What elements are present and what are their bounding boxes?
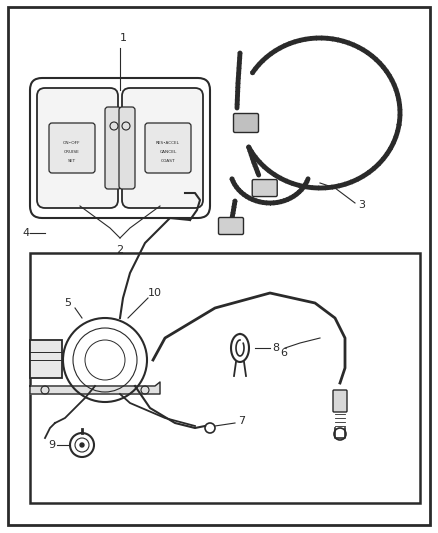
Text: 8: 8: [272, 343, 279, 353]
FancyBboxPatch shape: [122, 88, 203, 208]
Text: 10: 10: [148, 288, 162, 298]
Text: 7: 7: [238, 416, 245, 426]
FancyBboxPatch shape: [49, 123, 95, 173]
FancyBboxPatch shape: [30, 253, 420, 503]
FancyBboxPatch shape: [105, 107, 121, 189]
Text: CRUISE: CRUISE: [64, 150, 80, 154]
FancyBboxPatch shape: [333, 390, 347, 412]
Text: 3: 3: [358, 200, 365, 210]
Polygon shape: [30, 382, 160, 394]
Text: RES•ACCEL: RES•ACCEL: [156, 141, 180, 145]
Text: 9: 9: [48, 440, 55, 450]
Text: 6: 6: [280, 348, 287, 358]
Text: ON•OFF: ON•OFF: [63, 141, 81, 145]
Text: SET: SET: [68, 159, 76, 163]
FancyBboxPatch shape: [119, 107, 135, 189]
FancyBboxPatch shape: [30, 340, 62, 378]
FancyBboxPatch shape: [37, 88, 118, 208]
FancyBboxPatch shape: [252, 180, 277, 197]
Text: 1: 1: [120, 33, 127, 43]
Circle shape: [80, 443, 84, 447]
Text: 2: 2: [117, 245, 124, 255]
Text: COAST: COAST: [161, 159, 175, 163]
FancyBboxPatch shape: [233, 114, 258, 133]
FancyBboxPatch shape: [8, 7, 430, 525]
Text: CANCEL: CANCEL: [159, 150, 177, 154]
FancyBboxPatch shape: [219, 217, 244, 235]
Text: 5: 5: [64, 298, 71, 308]
FancyBboxPatch shape: [145, 123, 191, 173]
Text: 4: 4: [22, 228, 29, 238]
